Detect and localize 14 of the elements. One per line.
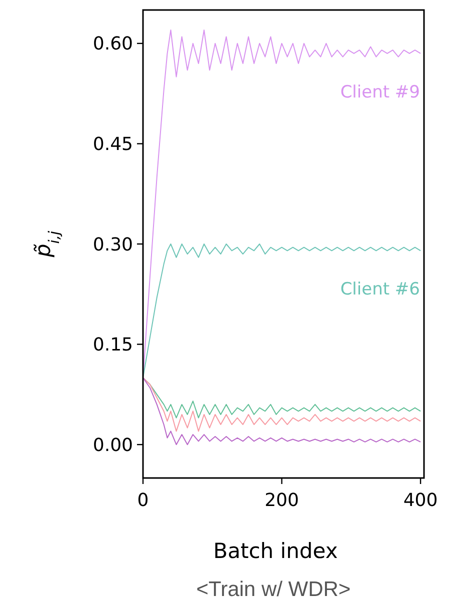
y-tick-label: 0.30: [92, 234, 133, 256]
y-tick-label: 0.45: [92, 134, 133, 156]
line-series: [143, 377, 422, 432]
series-label: Client #9: [340, 82, 420, 102]
line-series: [143, 377, 422, 446]
x-tick-label: 400: [403, 490, 438, 511]
x-tick-label: 0: [137, 490, 149, 511]
y-tick-label: 0.00: [92, 434, 133, 456]
text: <Train w/ WDR>: [196, 578, 351, 601]
series-label: Client #6: [340, 280, 420, 300]
x-axis-title: Batch index: [213, 539, 338, 563]
y-tick-label: 0.60: [92, 34, 133, 55]
x-tick-label: 200: [264, 490, 299, 511]
y-tick-label: 0.15: [92, 334, 133, 356]
